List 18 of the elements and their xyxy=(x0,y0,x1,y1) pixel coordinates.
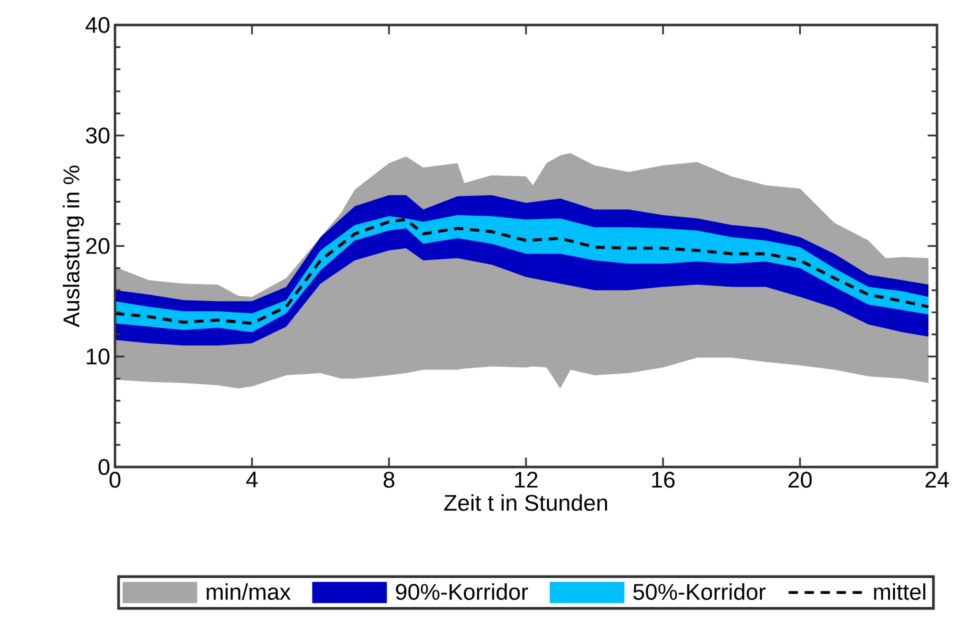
legend-label: 90%-Korridor xyxy=(396,583,528,600)
x-tick-label: 0 xyxy=(110,472,120,488)
x-tick-label: 12 xyxy=(515,472,538,488)
y-axis-title: Auslastung in % xyxy=(62,166,84,328)
y-tick-label: 40 xyxy=(86,16,110,34)
legend-label: min/max xyxy=(206,583,291,600)
x-tick-label: 8 xyxy=(384,472,394,488)
x-tick-label: 24 xyxy=(926,472,949,488)
legend-label: 50%-Korridor xyxy=(633,583,766,600)
y-tick-label: 20 xyxy=(86,238,110,254)
x-tick-label: 4 xyxy=(246,472,258,488)
legend-label: mittel xyxy=(874,583,926,600)
x-axis-title: Zeit t in Stunden xyxy=(444,494,608,511)
x-tick-label: 20 xyxy=(788,472,812,488)
x-tick-label: 16 xyxy=(652,472,675,488)
y-tick-label: 30 xyxy=(86,127,110,144)
y-tick-label: 10 xyxy=(86,348,110,365)
y-tick-label: 0 xyxy=(98,458,110,476)
